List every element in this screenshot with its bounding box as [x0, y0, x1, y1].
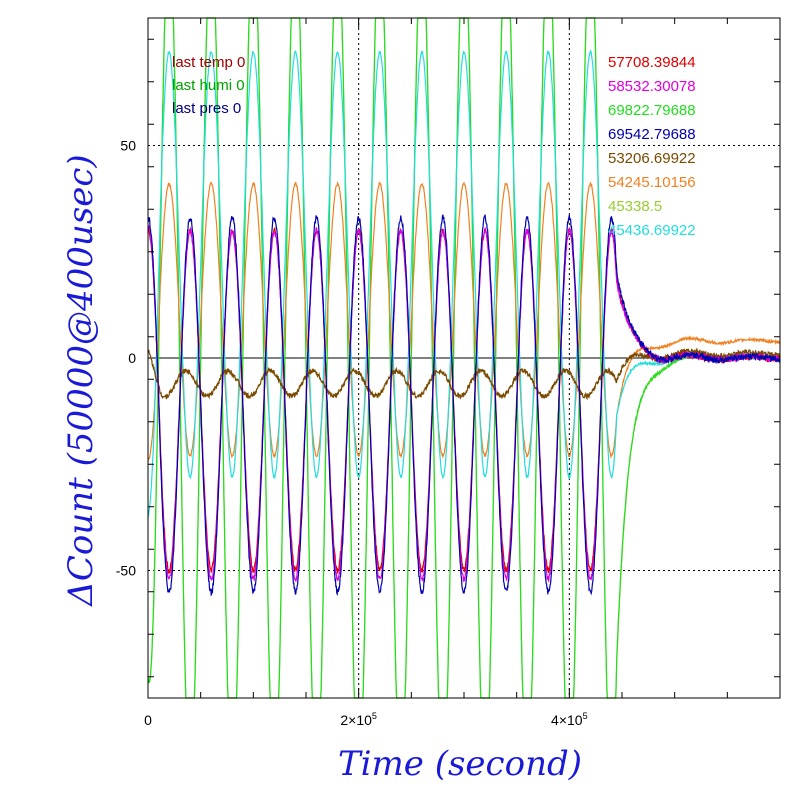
- x-tick-label: 0: [144, 712, 152, 728]
- legend-entry: 57708.39844: [608, 54, 696, 71]
- x-tick-label: 2×105: [340, 711, 377, 728]
- series-line: [147, 226, 781, 575]
- series-line: [147, 48, 781, 519]
- series-line: [147, 180, 781, 461]
- y-tick-label: 50: [120, 138, 136, 154]
- legend-entry: 45436.69922: [608, 222, 696, 239]
- legend: 57708.39844 58532.30078 69822.79688 69542.7…: [608, 54, 696, 239]
- legend-entry: 53206.69922: [608, 150, 696, 167]
- x-tick-label: 4×105: [551, 711, 588, 728]
- y-tick-label: -50: [116, 563, 136, 579]
- y-tick-label: 0: [128, 350, 136, 366]
- y-axis-title: ΔCount (50000@400usec): [61, 154, 101, 607]
- annotation-text: last humi 0: [172, 77, 245, 94]
- axis-ticks: -50 0 50 0 2×105 4×105: [116, 18, 780, 728]
- series-line: [147, 214, 781, 597]
- annotation-text: last pres 0: [172, 100, 241, 117]
- x-axis-title: Time (second): [338, 744, 582, 784]
- legend-entry: 54245.10156: [608, 174, 696, 191]
- legend-entry: 69822.79688: [608, 102, 696, 119]
- annotation-text: last temp 0: [172, 54, 245, 71]
- legend-entry: 58532.30078: [608, 78, 696, 95]
- legend-entry: 45338.5: [608, 198, 662, 215]
- legend-entry: 69542.79688: [608, 126, 696, 143]
- annotations: last temp 0 last humi 0 last pres 0: [172, 54, 245, 117]
